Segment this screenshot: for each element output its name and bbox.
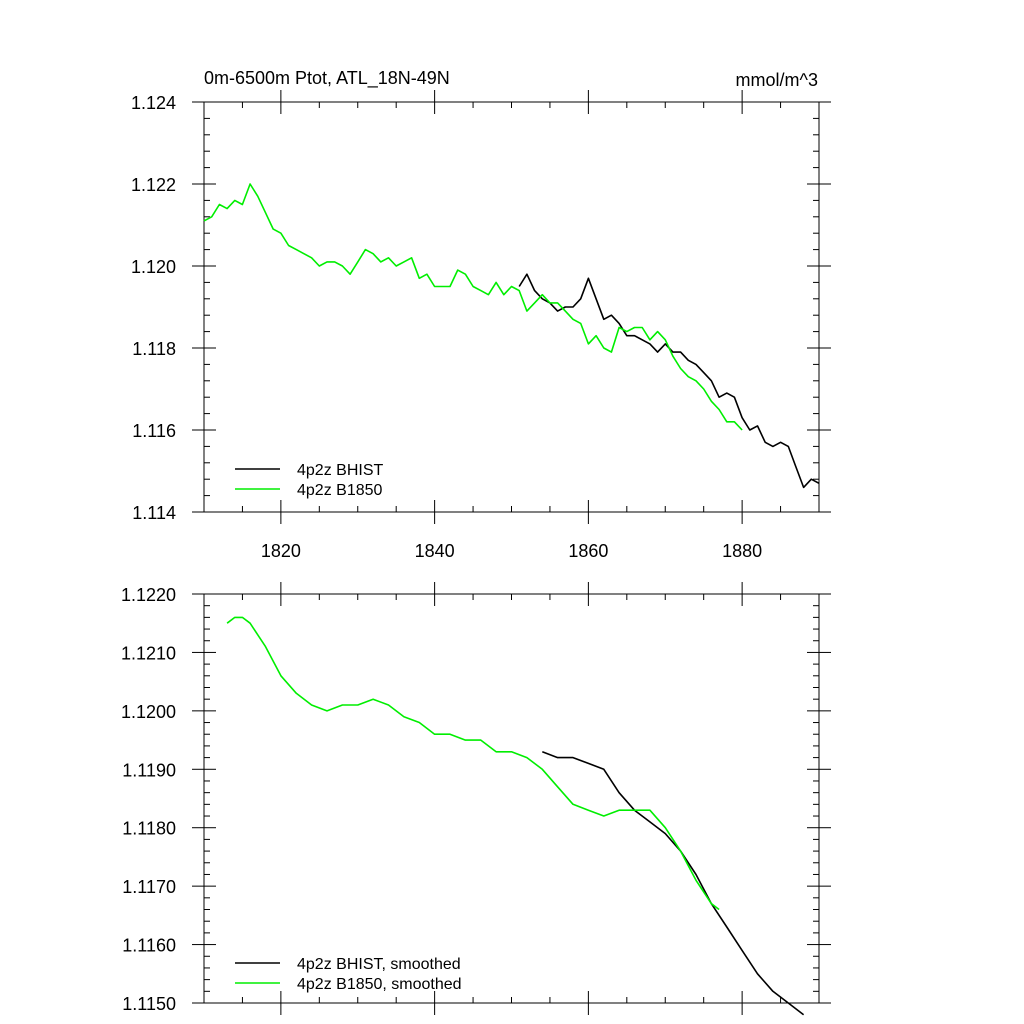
y-tick-label: 1.120 — [131, 257, 176, 277]
legend-label: 4p2z BHIST — [297, 462, 383, 479]
y-tick-label: 1.116 — [132, 421, 176, 441]
legend-top: 4p2z BHIST 4p2z B1850 — [235, 462, 383, 499]
y-tick-label: 1.1200 — [121, 702, 176, 722]
axes-frame-bottom: 1.1150 1.1160 1.1170 1.1180 1.1190 1.1200 1.12… — [121, 582, 831, 1015]
legend-label: 4p2z B1850, smoothed — [297, 976, 462, 993]
y-tick-label: 1.124 — [131, 93, 176, 113]
y-tick-label: 1.1170 — [122, 877, 176, 897]
y-tick-label: 1.122 — [131, 175, 176, 195]
series-lines-bottom — [226, 616, 805, 1016]
x-tick-label: 1860 — [568, 541, 608, 561]
plot-frame — [203, 101, 820, 513]
chart-title: 0m-6500m Ptot, ATL_18N-49N — [204, 68, 450, 89]
y-tick-label: 1.1180 — [122, 819, 176, 839]
y-tick-label: 1.118 — [132, 339, 176, 359]
series-line-bhist — [518, 273, 820, 489]
units-label: mmol/m^3 — [736, 70, 818, 90]
legend-label: 4p2z BHIST, smoothed — [297, 956, 461, 973]
legend-bottom: 4p2z BHIST, smoothed 4p2z B1850, smoothed — [235, 956, 462, 993]
series-line-b1850 — [203, 183, 743, 431]
y-tick-label: 1.1220 — [121, 585, 176, 605]
x-tick-label: 1840 — [415, 541, 455, 561]
chart-panel-smoothed: 1.1150 1.1160 1.1170 1.1180 1.1190 1.1200 1.12… — [121, 582, 831, 1016]
y-tick-label: 1.1190 — [122, 760, 176, 780]
y-tick-label: 1.1150 — [122, 994, 176, 1014]
x-tick-label: 1880 — [722, 541, 762, 561]
y-tick-label: 1.114 — [132, 503, 176, 523]
chart-panel-raw: 0m-6500m Ptot, ATL_18N-49N mmol/m^3 1820… — [131, 68, 831, 561]
x-tick-label: 1820 — [261, 541, 301, 561]
legend-label: 4p2z B1850 — [297, 482, 383, 499]
plot-frame — [203, 593, 820, 1004]
series-line-bhist — [542, 751, 805, 1016]
y-tick-label: 1.1160 — [122, 936, 176, 956]
series-line-b1850 — [226, 616, 720, 911]
y-tick-label: 1.1210 — [121, 643, 176, 663]
series-lines-top — [203, 183, 820, 489]
axes-frame-top: 1820 1840 1860 1880 1.114 1.116 1.118 1.120 1.12… — [131, 90, 831, 561]
